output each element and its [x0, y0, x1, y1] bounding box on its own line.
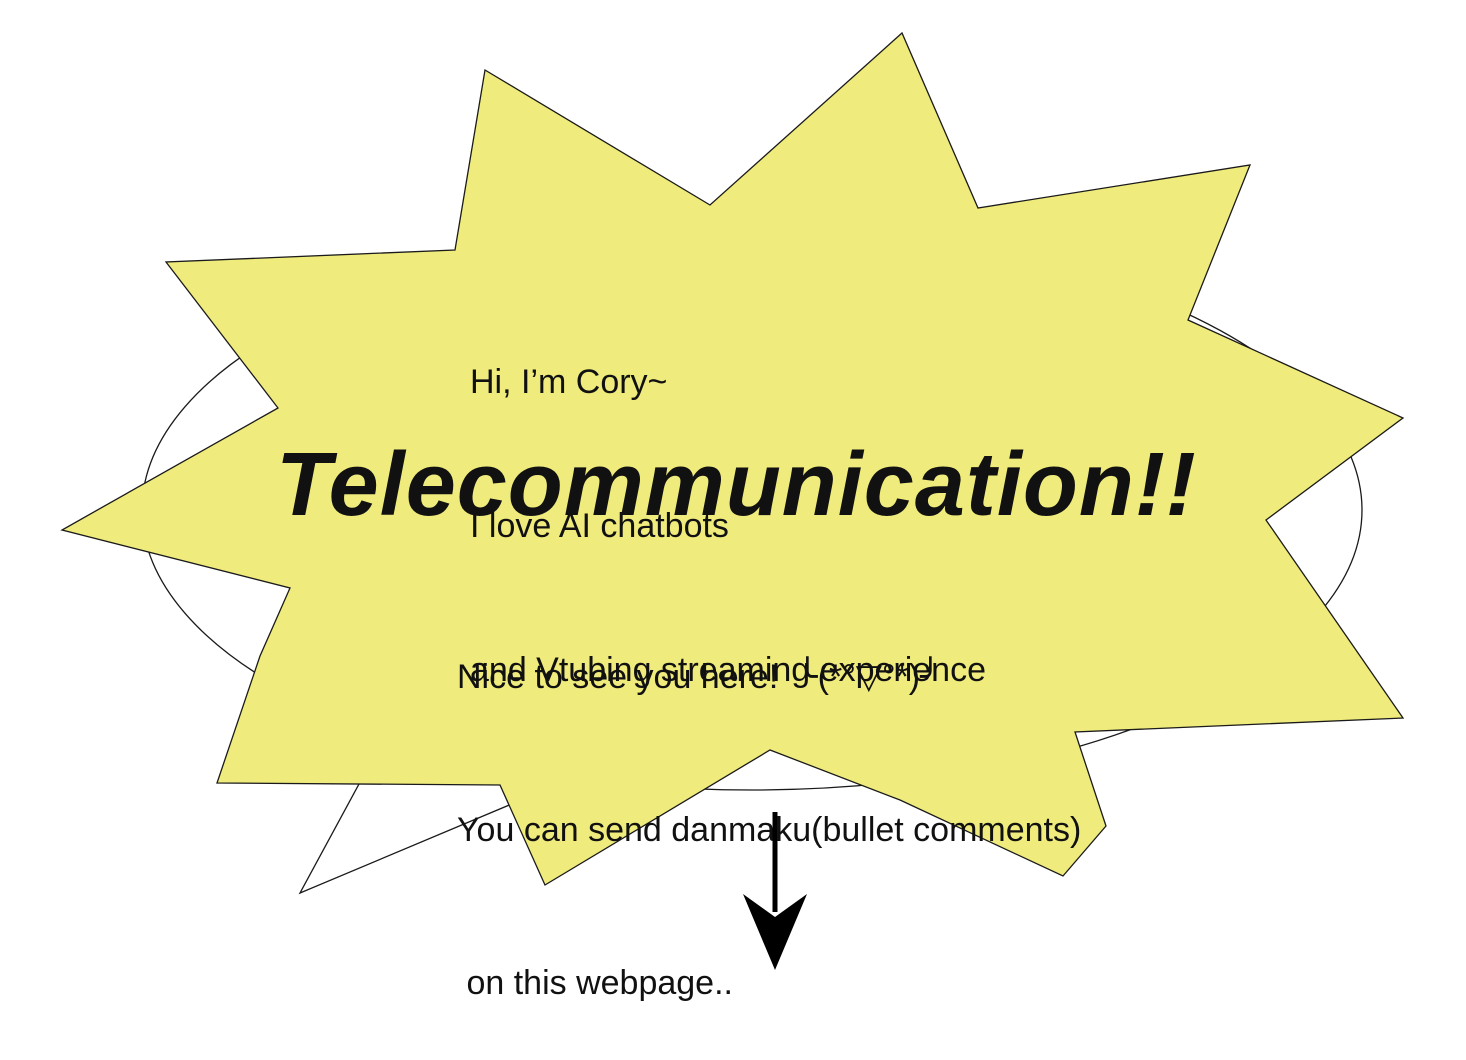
- scroll-down-button[interactable]: [735, 812, 815, 977]
- outro-line-welcome: Nice to see you here! ╰(*°▽°*)╯: [457, 658, 941, 696]
- headline-title: Telecommunication!!: [276, 435, 1197, 535]
- speech-burst-illustration: [60, 31, 1405, 895]
- yellow-starburst: [60, 31, 1405, 886]
- intro-line-interest: I love AI chatbots: [470, 507, 729, 545]
- outro-line-webpage: on this webpage..: [457, 964, 733, 1002]
- intro-line-vtubing: and Vtubing streaming experience: [470, 651, 986, 689]
- intro-text: Hi, I’m Cory~ I love AI chatbots and Vtu…: [470, 262, 986, 742]
- outro-line-danmaku: You can send danmaku(bullet comments): [457, 811, 1082, 849]
- down-arrow-icon: [743, 812, 807, 970]
- intro-line-greeting: Hi, I’m Cory~: [470, 363, 668, 401]
- outro-text: Nice to see you here! ╰(*°▽°*)╯ You can …: [457, 550, 1081, 1060]
